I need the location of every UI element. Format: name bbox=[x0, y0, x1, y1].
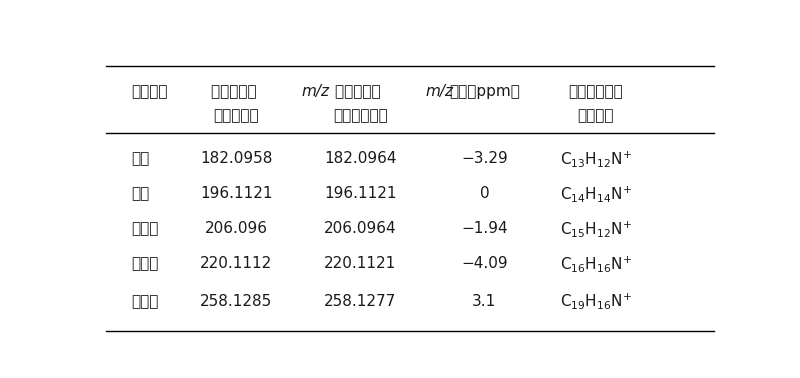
Text: $\mathregular{C}_{19}\mathregular{H}_{16}\mathregular{N}^{+}$: $\mathregular{C}_{19}\mathregular{H}_{16… bbox=[560, 291, 632, 311]
Text: −3.29: −3.29 bbox=[461, 151, 508, 166]
Text: 196.1121: 196.1121 bbox=[324, 186, 397, 201]
Text: $\mathregular{C}_{16}\mathregular{H}_{16}\mathregular{N}^{+}$: $\mathregular{C}_{16}\mathregular{H}_{16… bbox=[560, 254, 632, 274]
Text: 182.0958: 182.0958 bbox=[200, 151, 273, 166]
Text: 醛的名称: 醛的名称 bbox=[131, 84, 167, 99]
Text: 加合物离子: 加合物离子 bbox=[211, 84, 262, 99]
Text: m/z: m/z bbox=[302, 84, 330, 99]
Text: 元素组成: 元素组成 bbox=[578, 108, 614, 123]
Text: −1.94: −1.94 bbox=[461, 221, 508, 236]
Text: 3.1: 3.1 bbox=[472, 294, 497, 309]
Text: 196.1121: 196.1121 bbox=[200, 186, 273, 201]
Text: 182.0964: 182.0964 bbox=[324, 151, 397, 166]
Text: 0: 0 bbox=[479, 186, 490, 201]
Text: 误差（ppm）: 误差（ppm） bbox=[449, 84, 520, 99]
Text: 206.096: 206.096 bbox=[205, 221, 268, 236]
Text: 加合物离子: 加合物离子 bbox=[335, 84, 386, 99]
Text: 220.1112: 220.1112 bbox=[200, 256, 273, 271]
Text: $\mathregular{C}_{14}\mathregular{H}_{14}\mathregular{N}^{+}$: $\mathregular{C}_{14}\mathregular{H}_{14… bbox=[560, 184, 632, 204]
Text: 258.1277: 258.1277 bbox=[324, 294, 397, 309]
Text: 丁烯醛: 丁烯醛 bbox=[131, 256, 158, 271]
Text: $\mathregular{C}_{13}\mathregular{H}_{12}\mathregular{N}^{+}$: $\mathregular{C}_{13}\mathregular{H}_{12… bbox=[560, 149, 632, 169]
Text: 206.0964: 206.0964 bbox=[324, 221, 397, 236]
Text: 苯甲醛: 苯甲醛 bbox=[131, 294, 158, 309]
Text: 258.1285: 258.1285 bbox=[200, 294, 273, 309]
Text: $\mathregular{C}_{15}\mathregular{H}_{12}\mathregular{N}^{+}$: $\mathregular{C}_{15}\mathregular{H}_{12… bbox=[560, 219, 632, 239]
Text: 乙醛: 乙醛 bbox=[131, 186, 150, 201]
Text: −4.09: −4.09 bbox=[461, 256, 508, 271]
Text: 甲醛: 甲醛 bbox=[131, 151, 150, 166]
Text: m/z: m/z bbox=[426, 84, 454, 99]
Text: 加合物离子的: 加合物离子的 bbox=[569, 84, 623, 99]
Text: 220.1121: 220.1121 bbox=[324, 256, 397, 271]
Text: 的测量定值: 的测量定值 bbox=[214, 108, 259, 123]
Text: 丙烯醛: 丙烯醛 bbox=[131, 221, 158, 236]
Text: 的理论计算值: 的理论计算值 bbox=[333, 108, 388, 123]
